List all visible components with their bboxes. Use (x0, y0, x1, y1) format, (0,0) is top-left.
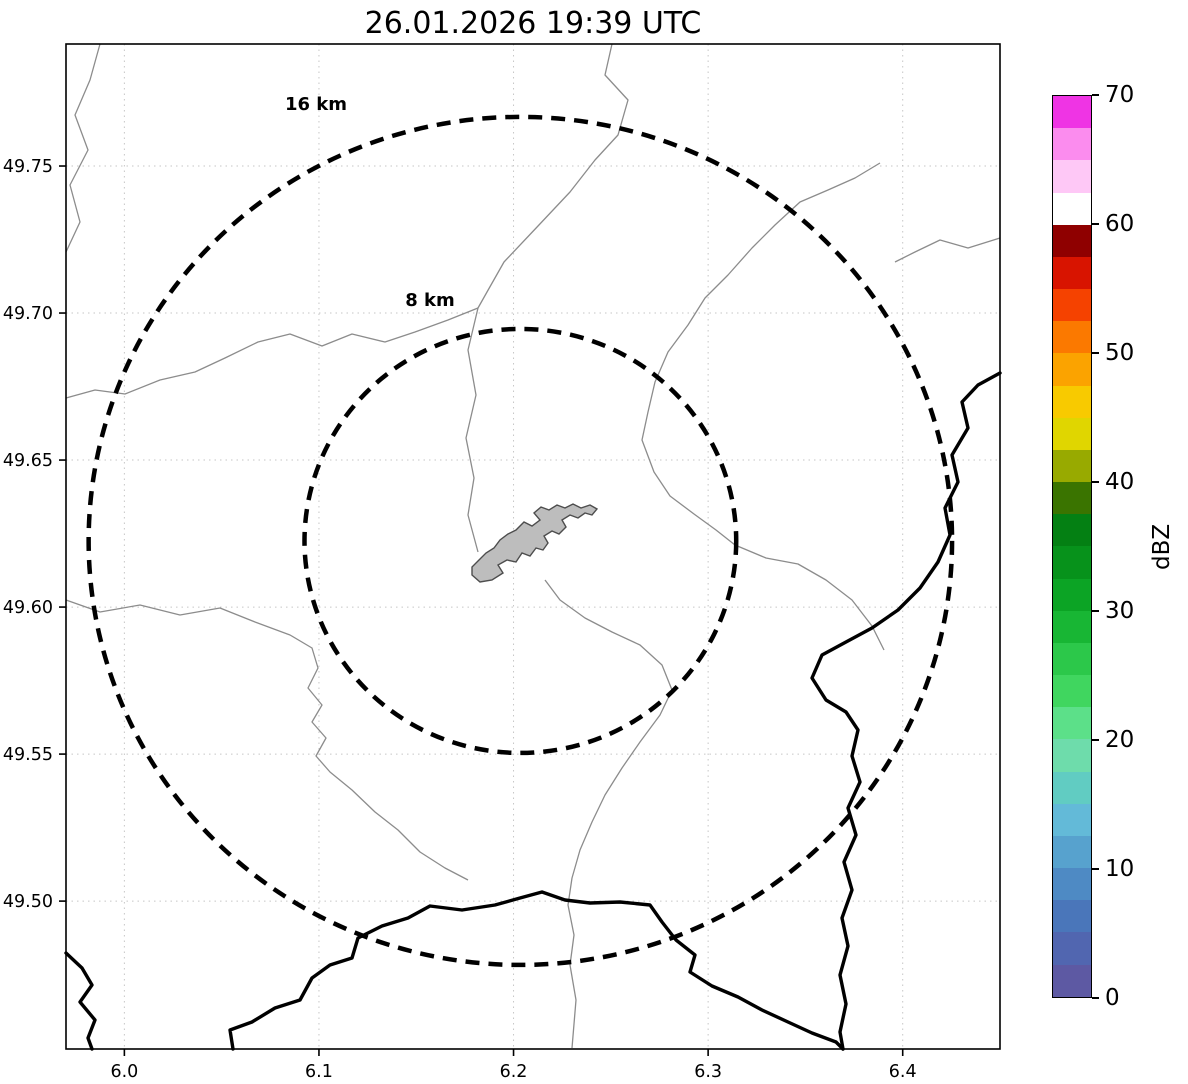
colorbar-tick (1092, 610, 1099, 612)
river-line (544, 579, 673, 1049)
colorbar-band (1053, 771, 1091, 804)
colorbar-band (1053, 417, 1091, 450)
colorbar-tick (1092, 739, 1099, 741)
colorbar-band (1053, 835, 1091, 869)
colorbar-band (1053, 128, 1091, 161)
colorbar-band (1053, 675, 1091, 708)
colorbar-band (1053, 224, 1091, 257)
colorbar-band (1053, 256, 1091, 290)
colorbar-band (1053, 739, 1091, 772)
country-border-line (64, 951, 97, 1051)
colorbar-bands (1052, 95, 1092, 998)
river-line (65, 307, 479, 399)
y-tick-label: 49.75 (3, 157, 53, 177)
colorbar-band (1053, 868, 1091, 901)
colorbar-band (1053, 353, 1091, 386)
colorbar-band (1053, 900, 1091, 933)
colorbar-band (1053, 578, 1091, 611)
colorbar-label: dBZ (1149, 523, 1175, 570)
colorbar-tick-label: 60 (1105, 211, 1135, 237)
colorbar-tick (1092, 481, 1099, 483)
colorbar: 0 10 20 30 40 50 60 70 (1052, 82, 1134, 1011)
country-border-line (228, 890, 845, 1051)
colorbar-tick-label: 70 (1105, 82, 1135, 108)
colorbar-band (1053, 803, 1091, 836)
river-line (894, 237, 1001, 263)
colorbar-tick (1092, 223, 1099, 225)
colorbar-band (1053, 160, 1091, 193)
colorbar-band (1053, 96, 1091, 129)
colorbar-band (1053, 642, 1091, 676)
colorbar-tick-label: 40 (1105, 469, 1135, 495)
range-ring-label: 16 km (285, 94, 347, 115)
country-border-line (810, 371, 1002, 1051)
colorbar-band (1053, 610, 1091, 643)
x-tick-label: 6.4 (889, 1062, 917, 1082)
y-tick-label: 49.70 (3, 304, 53, 324)
range-ring (86, 114, 955, 968)
colorbar-band (1053, 321, 1091, 354)
colorbar-tick-label: 30 (1105, 598, 1135, 624)
y-tick-label: 49.60 (3, 598, 53, 618)
colorbar-band (1053, 964, 1091, 997)
x-tick-label: 6.2 (500, 1062, 528, 1082)
range-ring-label: 8 km (405, 290, 455, 311)
colorbar-tick (1092, 997, 1099, 999)
colorbar-tick (1092, 868, 1099, 870)
y-tick-label: 49.55 (3, 745, 53, 765)
y-tick-label: 49.50 (3, 892, 53, 912)
river-line (65, 43, 101, 253)
colorbar-band (1053, 482, 1091, 515)
colorbar-tick (1092, 94, 1099, 96)
colorbar-tick-label: 20 (1105, 727, 1135, 753)
colorbar-tick-label: 10 (1105, 856, 1135, 882)
colorbar-band (1053, 449, 1091, 483)
range-ring (302, 326, 739, 756)
colorbar-band (1053, 385, 1091, 418)
x-tick-label: 6.0 (110, 1062, 138, 1082)
x-tick-label: 6.1 (305, 1062, 333, 1082)
colorbar-band (1053, 192, 1091, 225)
colorbar-band (1053, 514, 1091, 547)
river-line (641, 162, 885, 651)
x-tick-label: 6.3 (694, 1062, 722, 1082)
colorbar-tick (1092, 352, 1099, 354)
colorbar-tick-label: 50 (1105, 340, 1135, 366)
plot-frame (65, 43, 1001, 1050)
colorbar-band (1053, 546, 1091, 579)
colorbar-ticks: 0 10 20 30 40 50 60 70 (1052, 82, 1134, 1011)
plot-title: 26.01.2026 19:39 UTC (364, 6, 702, 41)
map-plot: 6.0 6.1 6.2 6.3 6.4 49.50 49.55 49.60 49.65 49.70… (3, 43, 1002, 1082)
urban-area-polygon (471, 503, 599, 583)
y-tick-label: 49.65 (3, 451, 53, 471)
river-line (65, 599, 469, 881)
colorbar-band (1053, 289, 1091, 322)
colorbar-tick-label: 0 (1105, 985, 1120, 1011)
colorbar-band (1053, 707, 1091, 740)
river-line (465, 43, 629, 553)
colorbar-band (1053, 932, 1091, 965)
